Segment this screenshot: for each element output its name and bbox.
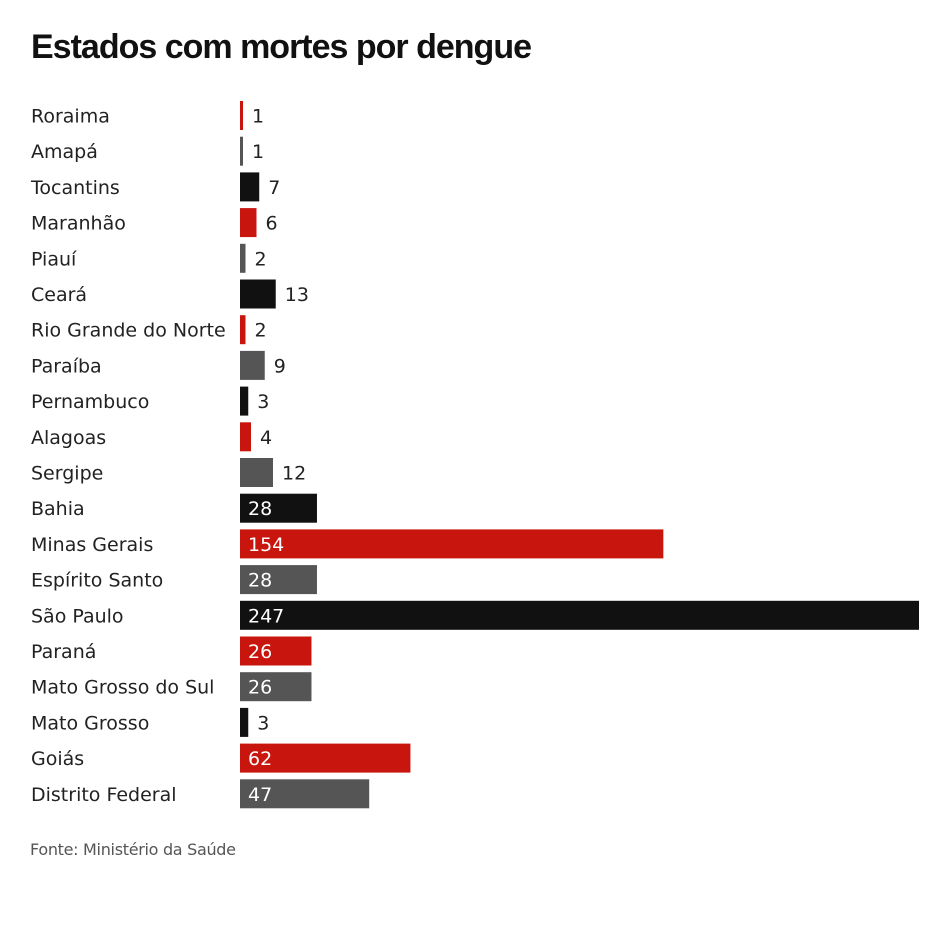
bar-row: Maranhão 6	[31, 208, 278, 238]
bar	[240, 315, 246, 345]
bar	[240, 529, 664, 559]
category-label: Maranhão	[31, 213, 126, 235]
category-label: Mato Grosso do Sul	[31, 677, 214, 699]
bar-row: Paraná 26	[31, 636, 312, 666]
category-label: Mato Grosso	[31, 712, 149, 734]
bar-row: Espírito Santo 28	[31, 565, 317, 595]
data-label: 9	[274, 355, 286, 377]
bar-row: Sergipe 12	[31, 458, 306, 487]
data-label: 7	[268, 177, 280, 199]
data-label: 2	[254, 320, 266, 342]
category-label: Piauí	[31, 248, 77, 270]
bar-row: Amapá 1	[31, 136, 264, 166]
bar	[240, 493, 317, 523]
data-label: 2	[254, 248, 266, 270]
bar	[240, 243, 246, 273]
data-label: 1	[252, 141, 264, 163]
bar	[240, 422, 251, 452]
bar	[240, 636, 312, 666]
bar	[240, 386, 249, 416]
bar	[240, 172, 260, 202]
data-label: 26	[248, 677, 272, 699]
category-label: Distrito Federal	[31, 784, 177, 806]
category-label: Bahia	[31, 498, 85, 520]
bar	[240, 672, 312, 702]
category-label: Sergipe	[31, 463, 103, 485]
data-label: 26	[248, 641, 272, 663]
data-label: 154	[248, 534, 284, 556]
category-label: Tocantins	[30, 177, 120, 199]
data-label: 28	[248, 570, 272, 592]
bar	[240, 600, 919, 630]
category-label: São Paulo	[31, 605, 124, 627]
data-label: 13	[285, 284, 309, 306]
bar-row: Roraima 1	[31, 101, 264, 130]
bar-row: Rio Grande do Norte 2	[31, 315, 267, 345]
chart-title: Estados com mortes por dengue	[31, 28, 532, 66]
data-label: 247	[248, 605, 284, 627]
category-label: Amapá	[31, 141, 98, 163]
bar	[240, 458, 273, 487]
bar	[240, 743, 411, 773]
category-label: Alagoas	[31, 427, 106, 449]
bar-row: Mato Grosso do Sul 26	[31, 672, 312, 702]
category-label: Goiás	[31, 748, 84, 770]
data-label: 6	[265, 213, 277, 235]
bar	[240, 565, 317, 595]
category-label: Minas Gerais	[31, 534, 153, 556]
category-label: Pernambuco	[31, 391, 149, 413]
bar	[240, 101, 243, 130]
bar-row: Bahia 28	[31, 493, 317, 523]
bar-row: Goiás 62	[31, 743, 411, 773]
bar-row: Alagoas 4	[31, 422, 272, 452]
bar	[240, 279, 276, 309]
category-label: Rio Grande do Norte	[31, 320, 226, 342]
bar-row: Ceará 13	[31, 279, 309, 309]
bar-row: Mato Grosso 3	[31, 707, 269, 737]
data-label: 12	[282, 463, 306, 485]
bar	[240, 707, 249, 737]
bar-row: Distrito Federal 47	[31, 779, 370, 809]
category-label: Paraíba	[31, 355, 102, 377]
bar-row: São Paulo 247	[31, 600, 919, 630]
category-label: Roraima	[31, 106, 110, 128]
bar-chart: Roraima 1 Amapá 1 Tocantins 7 Maranhão 6 Piauí 2 C…	[30, 101, 919, 809]
bar-row: Piauí 2	[31, 243, 267, 273]
category-label: Ceará	[31, 284, 87, 306]
bar	[240, 136, 243, 166]
bar	[240, 779, 370, 809]
bar-row: Minas Gerais 154	[31, 529, 664, 559]
bar-row: Paraíba 9	[31, 350, 286, 380]
source-note: Fonte: Ministério da Saúde	[30, 840, 236, 859]
bar	[240, 350, 265, 380]
category-label: Paraná	[31, 641, 96, 663]
bar-row: Tocantins 7	[30, 172, 280, 202]
data-label: 3	[257, 712, 269, 734]
data-label: 4	[260, 427, 272, 449]
data-label: 62	[248, 748, 272, 770]
data-label: 28	[248, 498, 272, 520]
data-label: 3	[257, 391, 269, 413]
bar-row: Pernambuco 3	[31, 386, 269, 416]
category-label: Espírito Santo	[31, 570, 163, 592]
data-label: 47	[248, 784, 272, 806]
bar	[240, 208, 257, 238]
data-label: 1	[252, 106, 264, 128]
